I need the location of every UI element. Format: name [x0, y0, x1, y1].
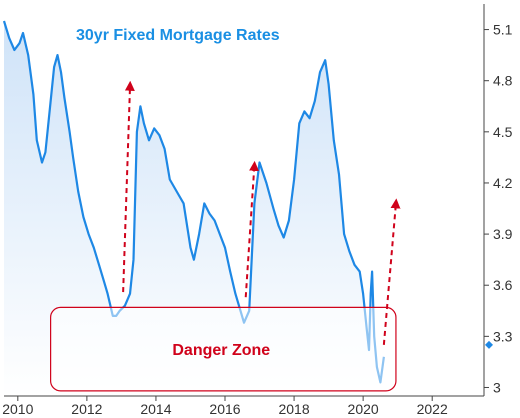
y-tick-label: 3.9 — [493, 226, 513, 242]
y-tick-label: 3.6 — [493, 277, 513, 293]
axis-layer: 2010 2012 2014 2016 2018 2020 2022 5.1 4.8 4.5 4.2… — [2, 4, 513, 417]
danger-zone-layer — [50, 306, 397, 392]
trend-arrow-1 — [122, 80, 135, 293]
series-line — [2, 20, 385, 384]
line-layer — [2, 20, 385, 384]
x-tick-label: 2012 — [71, 401, 102, 417]
area-layer — [4, 21, 384, 396]
x-tick-label: 2022 — [417, 401, 448, 417]
x-tick-label: 2014 — [140, 401, 171, 417]
x-tick-label: 2010 — [2, 401, 33, 417]
y-tick-label: 3.3 — [493, 328, 513, 344]
trend-arrow-3 — [382, 198, 401, 345]
arrow-layer — [122, 80, 401, 345]
y-tick-label: 4.2 — [493, 175, 513, 191]
x-tick-label: 2018 — [278, 401, 309, 417]
trend-arrow-2 — [244, 160, 260, 298]
y-tick-label: 4.8 — [493, 73, 513, 89]
danger-zone-box — [50, 306, 397, 392]
y-tick-label: 3 — [493, 379, 501, 395]
chart-title: 30yr Fixed Mortgage Rates — [76, 27, 280, 44]
current-value-marker — [485, 340, 493, 349]
danger-zone-label: Danger Zone — [172, 342, 270, 359]
x-tick-label: 2020 — [348, 401, 379, 417]
series-area — [4, 21, 384, 396]
x-tick-label: 2016 — [209, 401, 240, 417]
y-tick-label: 5.1 — [493, 22, 513, 38]
y-tick-label: 4.5 — [493, 124, 513, 140]
